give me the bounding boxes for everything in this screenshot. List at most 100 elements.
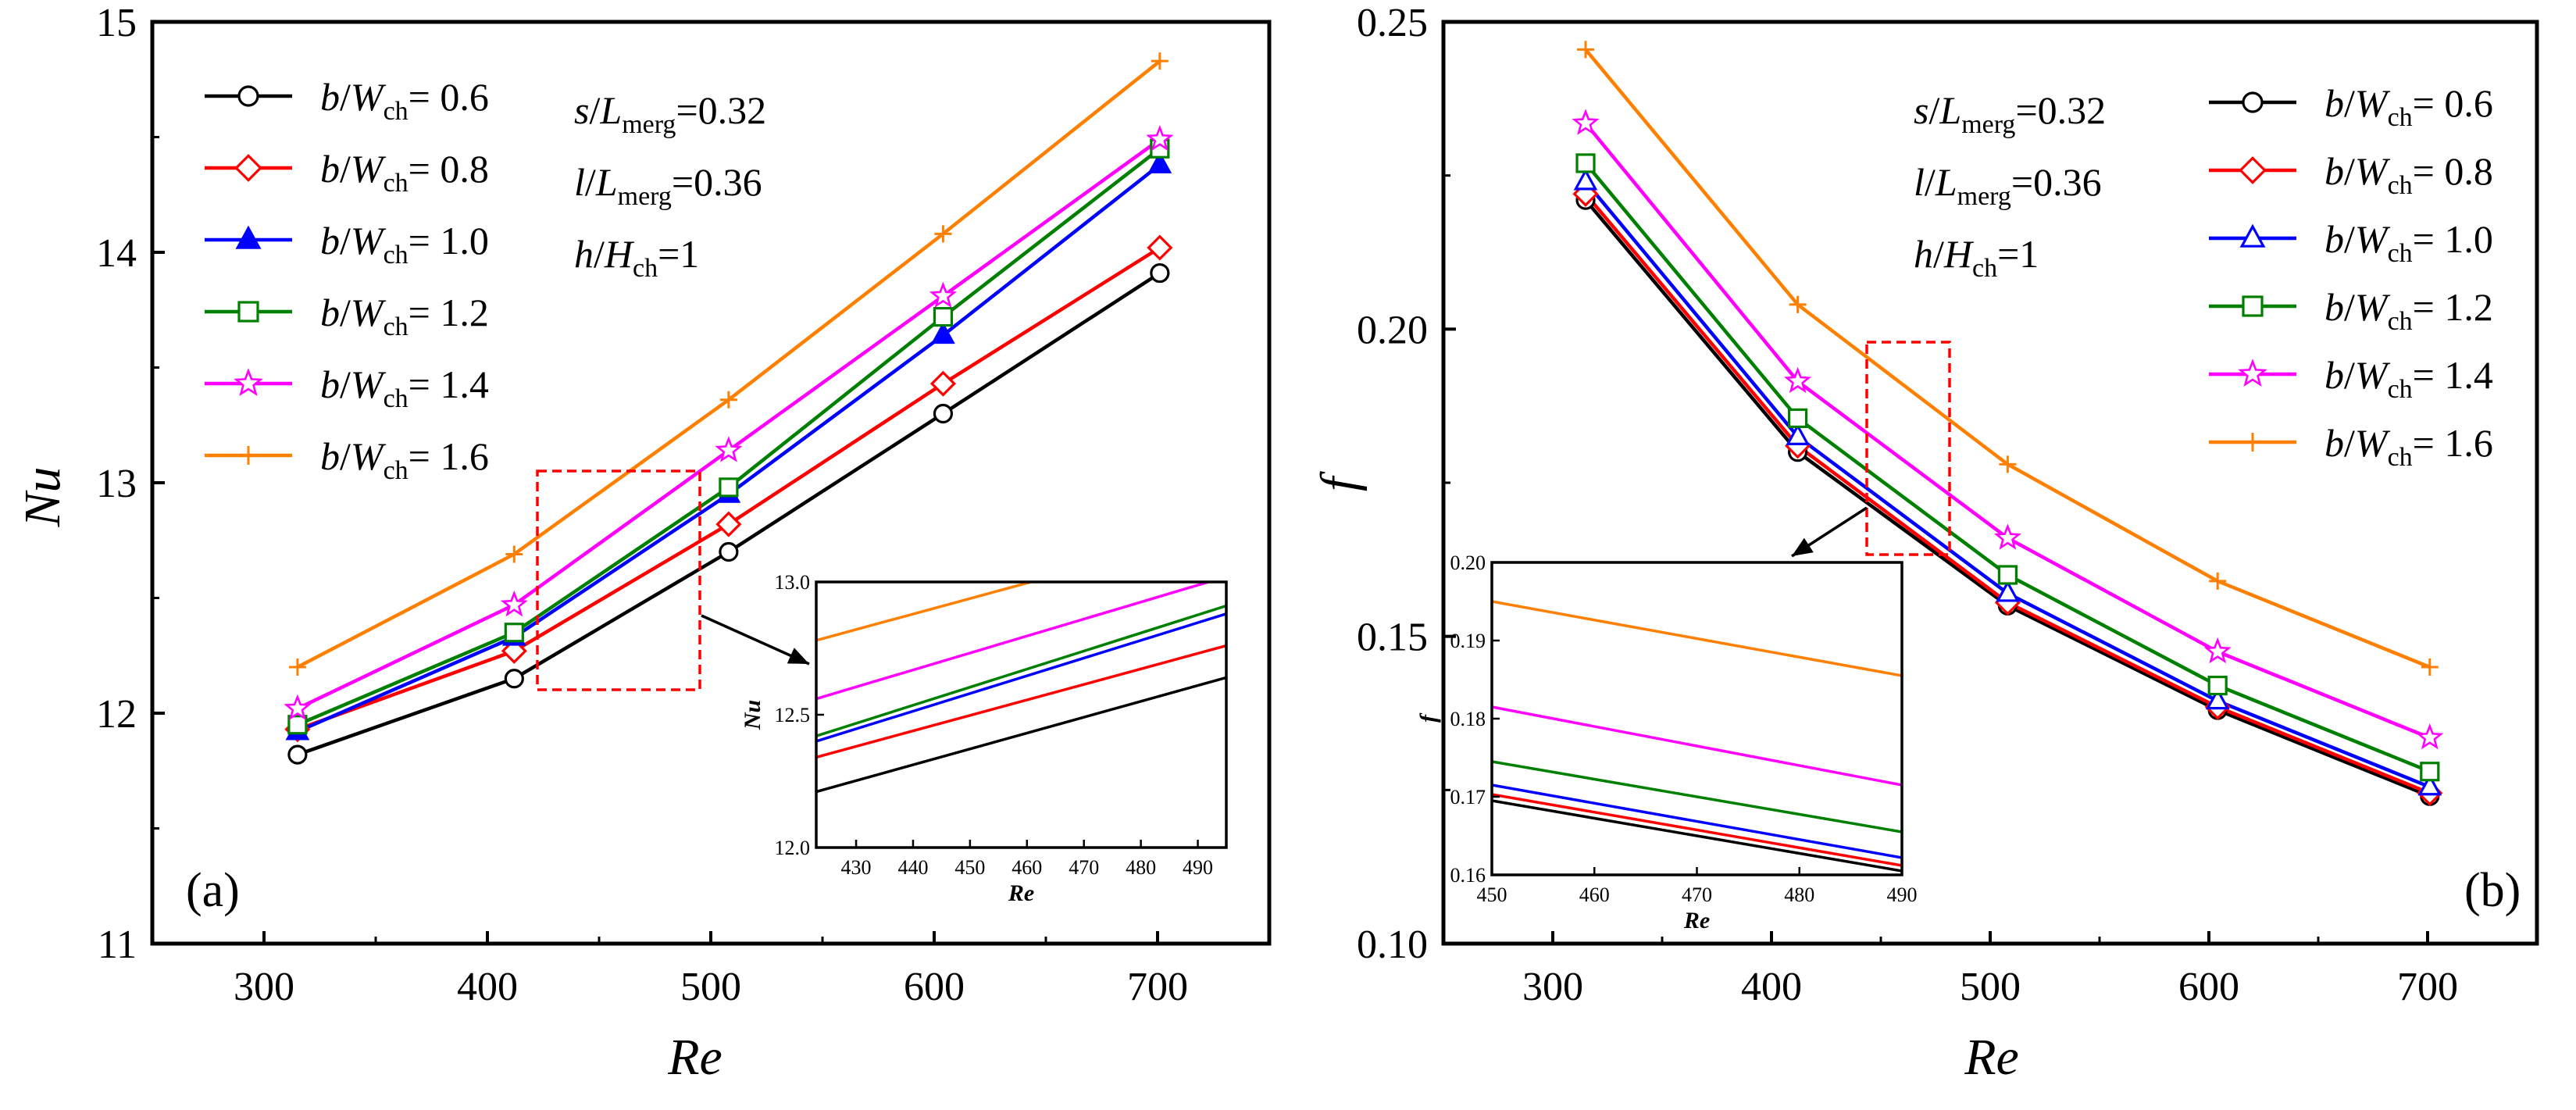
inset-ylabel: Nu: [740, 700, 765, 730]
panel-a-label: (a): [186, 864, 240, 917]
inset-y-tick-label: 0.19: [1450, 630, 1486, 652]
data-point-s4: [287, 715, 308, 735]
x-tick-label: 500: [680, 965, 741, 1009]
legend-entry-label: b/Wch= 1.6: [320, 434, 489, 485]
inset-y-tick-label: 12.5: [775, 704, 811, 726]
data-point-s3: [2205, 687, 2230, 710]
panel-a-plot-area: 300 400 500 600 700 11 12 13 14 15 b/Wch= 0.6 b/Wch…: [96, 1, 1272, 1009]
data-point-s6: [1789, 295, 1807, 313]
legend-entry-label: b/Wch= 1.0: [2324, 217, 2493, 268]
data-point-s3: [2417, 773, 2442, 796]
zoom-arrow-head: [787, 648, 809, 664]
data-point-s6: [1999, 455, 2017, 473]
legend-marker: [2243, 433, 2262, 451]
data-point-s1: [933, 403, 954, 424]
data-point-s4: [1788, 408, 1808, 429]
inset-x-tick-label: 470: [1682, 883, 1712, 906]
panel-a-ylabel: Nu: [14, 466, 71, 527]
inset-series-line-4: [1492, 760, 1902, 833]
inset-lines: [1492, 600, 1902, 873]
legend-marker: [237, 301, 259, 323]
inset-xlabel: Re: [1683, 908, 1710, 933]
data-point-s6: [2421, 659, 2439, 676]
legend-entry-label: b/Wch= 0.6: [320, 75, 489, 126]
y-tick-label: 0.20: [1357, 308, 1428, 352]
legend-marker: [2238, 359, 2267, 387]
legend-marker: [2239, 223, 2266, 248]
data-point-s1: [1150, 262, 1170, 284]
parameter-annotation: s/Lmerg=0.32: [574, 88, 766, 139]
data-point-s5: [715, 436, 743, 462]
inset-ylabel: f: [1415, 712, 1441, 723]
y-tick-label: 13: [96, 462, 137, 506]
data-point-s6: [1151, 52, 1168, 70]
x-tick-label: 600: [2178, 965, 2239, 1009]
panel-b-f-vs-re: 300 400 500 600 700 0.10 0.15 0.20 0.25 b/Wch= 0.…: [1311, 1, 2539, 1086]
inset-series-line-2: [816, 644, 1226, 759]
panel-a-nu-vs-re: 300 400 500 600 700 11 12 13 14 15 b/Wch= 0.6 b/Wch…: [14, 1, 1272, 1086]
data-point-s6: [719, 391, 737, 409]
legend-entry-label: b/Wch= 1.4: [2324, 353, 2493, 404]
data-point-s3: [1996, 580, 2020, 602]
data-point-s6: [288, 659, 306, 676]
data-point-s5: [1146, 124, 1174, 152]
inset-xlabel: Re: [1008, 880, 1034, 906]
legend-entry-label: b/Wch= 1.4: [320, 362, 489, 413]
data-point-s6: [1577, 41, 1594, 59]
data-point-s2: [1147, 234, 1173, 261]
panel-a-xlabel: Re: [667, 1029, 722, 1086]
x-tick-label: 700: [2397, 965, 2458, 1009]
inset-x-tick-label: 490: [1183, 856, 1213, 879]
inset-x-tick-label: 450: [954, 856, 985, 879]
data-point-s2: [929, 370, 957, 397]
data-point-s4: [1575, 153, 1596, 173]
inset-x-tick-label: 460: [1579, 883, 1610, 906]
inset-y-tick-label: 0.20: [1450, 551, 1486, 574]
x-tick-label: 400: [457, 965, 518, 1009]
panel-b-plot-area: 300 400 500 600 700 0.10 0.15 0.20 0.25 b/Wch= 0.…: [1357, 1, 2539, 1009]
legend-marker: [234, 368, 263, 397]
legend-entry-label: b/Wch= 0.8: [2324, 149, 2493, 200]
legend-entry-label: b/Wch= 0.8: [320, 147, 489, 198]
data-point-s3: [1147, 151, 1172, 173]
inset-series-line-3: [1492, 783, 1902, 859]
inset-x-tick-label: 450: [1477, 883, 1507, 906]
data-point-s5: [1993, 523, 2021, 550]
legend-entry-label: b/Wch= 1.0: [320, 219, 489, 269]
y-tick-label: 11: [98, 923, 137, 967]
x-tick-label: 400: [1741, 965, 1802, 1009]
inset-x-tick-label: 430: [841, 856, 872, 879]
data-point-s6: [505, 545, 523, 563]
legend-marker: [235, 225, 262, 249]
inset-series-line-2: [1492, 793, 1902, 867]
panel-b-ylabel: f: [1311, 471, 1368, 491]
inset-series-line-3: [816, 612, 1226, 743]
data-point-s5: [284, 694, 312, 720]
inset-series-line-5: [816, 582, 1214, 701]
data-point-s4: [933, 307, 954, 327]
data-point-s4: [504, 623, 524, 643]
inset-series-line-5: [1492, 705, 1902, 787]
data-point-s3: [1573, 168, 1598, 191]
data-point-s5: [929, 281, 958, 309]
data-point-s4: [1997, 565, 2018, 585]
data-point-s5: [2203, 637, 2232, 664]
inset-zoom-chart: 430 440 450 460 470 480 490 12.0 12.5 13.0 Re Nu: [740, 571, 1228, 906]
data-point-s4: [2420, 762, 2440, 782]
parameter-annotation: l/Lmerg=0.36: [1914, 160, 2102, 211]
panel-b-label: (b): [2464, 864, 2521, 917]
data-point-s5: [2416, 723, 2444, 750]
inset-y-tick-label: 13.0: [775, 571, 811, 594]
inset-y-tick-label: 12.0: [775, 837, 811, 859]
data-point-s6: [934, 225, 952, 243]
inset-background: [816, 582, 1226, 848]
data-point-s4: [2207, 675, 2228, 696]
inset-x-tick-label: 490: [1887, 883, 1918, 906]
panel-b-xlabel: Re: [1964, 1029, 2019, 1086]
x-tick-label: 500: [1960, 965, 2021, 1009]
legend-marker: [2239, 156, 2267, 184]
x-tick-label: 700: [1127, 965, 1188, 1009]
inset-series-line-1: [1492, 799, 1902, 873]
y-tick-label: 0.15: [1357, 616, 1428, 660]
